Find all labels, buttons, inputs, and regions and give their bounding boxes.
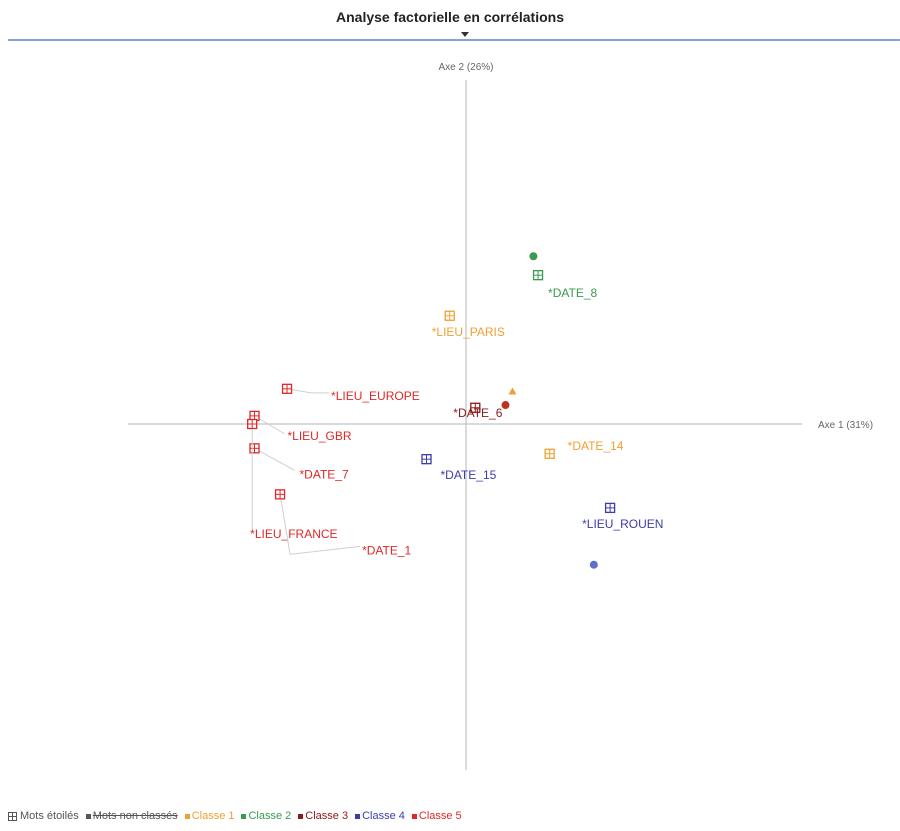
y-axis-label: Axe 2 (26%) [438, 62, 493, 73]
legend-swatch-icon [86, 814, 91, 819]
classe-1-point-label[interactable]: *DATE_14 [568, 439, 624, 453]
classe-3-marker[interactable] [502, 401, 510, 409]
legend-swatch-icon [298, 814, 303, 819]
legend-swatch-icon [185, 814, 190, 819]
classe-5-leader-line [287, 389, 329, 393]
classe-4-point-label[interactable]: *DATE_15 [440, 468, 496, 482]
classe-1-point[interactable] [545, 449, 554, 458]
legend-swatch-icon [412, 814, 417, 819]
classe-4-point-label[interactable]: *LIEU_ROUEN [582, 517, 663, 531]
legend-item[interactable]: Classe 2 [241, 810, 291, 822]
classe-5-point-label[interactable]: *DATE_1 [362, 543, 411, 557]
classe-3-point-label[interactable]: *DATE_6 [453, 406, 502, 420]
classe-4-point[interactable] [606, 503, 615, 512]
legend-label: Classe 2 [248, 810, 291, 822]
legend-label: Classe 5 [419, 810, 462, 822]
legend-item[interactable]: Classe 5 [412, 810, 462, 822]
legend: Mots étoilés Mots non classés Classe 1 Clas… [8, 810, 469, 822]
classe-2-point-label[interactable]: *DATE_8 [548, 286, 597, 300]
legend-label: Classe 1 [192, 810, 235, 822]
classe-5-leader-line [280, 494, 360, 554]
classe-5-point-label[interactable]: *DATE_7 [300, 467, 349, 481]
classe-2-marker[interactable] [529, 252, 537, 260]
classe-5-leader-line [255, 448, 295, 470]
classe-5-point[interactable] [283, 384, 292, 393]
legend-item[interactable]: Classe 1 [185, 810, 235, 822]
classe-1-point[interactable] [445, 311, 454, 320]
legend-label: Classe 3 [305, 810, 348, 822]
classe-1-marker[interactable] [508, 388, 516, 395]
classe-4-point[interactable] [422, 455, 431, 464]
classe-5-point[interactable] [250, 444, 259, 453]
classe-5-point-label[interactable]: *LIEU_FRANCE [250, 527, 337, 541]
legend-label: Classe 4 [362, 810, 405, 822]
legend-swatch-icon [241, 814, 246, 819]
star-marker-icon [8, 812, 17, 821]
legend-item[interactable]: Classe 3 [298, 810, 348, 822]
classe-1-point-label[interactable]: *LIEU_PARIS [432, 325, 505, 339]
x-axis-label: Axe 1 (31%) [818, 420, 873, 431]
classe-4-marker[interactable] [590, 561, 598, 569]
legend-swatch-icon [355, 814, 360, 819]
scatter-plot: Axe 1 (31%) Axe 2 (26%) *LIEU_PARIS *DATE_1… [0, 0, 900, 800]
classe-5-point-label[interactable]: *LIEU_EUROPE [331, 389, 420, 403]
legend-item[interactable]: Mots étoilés [8, 810, 79, 822]
classe-5-point[interactable] [276, 490, 285, 499]
legend-item[interactable]: Classe 4 [355, 810, 405, 822]
legend-label: Mots étoilés [20, 810, 79, 822]
legend-label: Mots non classés [93, 810, 178, 822]
classe-5-point-label[interactable]: *LIEU_GBR [288, 429, 352, 443]
legend-item[interactable]: Mots non classés [86, 810, 178, 822]
classe-5-point[interactable] [248, 420, 257, 429]
classe-2-point[interactable] [534, 271, 543, 280]
